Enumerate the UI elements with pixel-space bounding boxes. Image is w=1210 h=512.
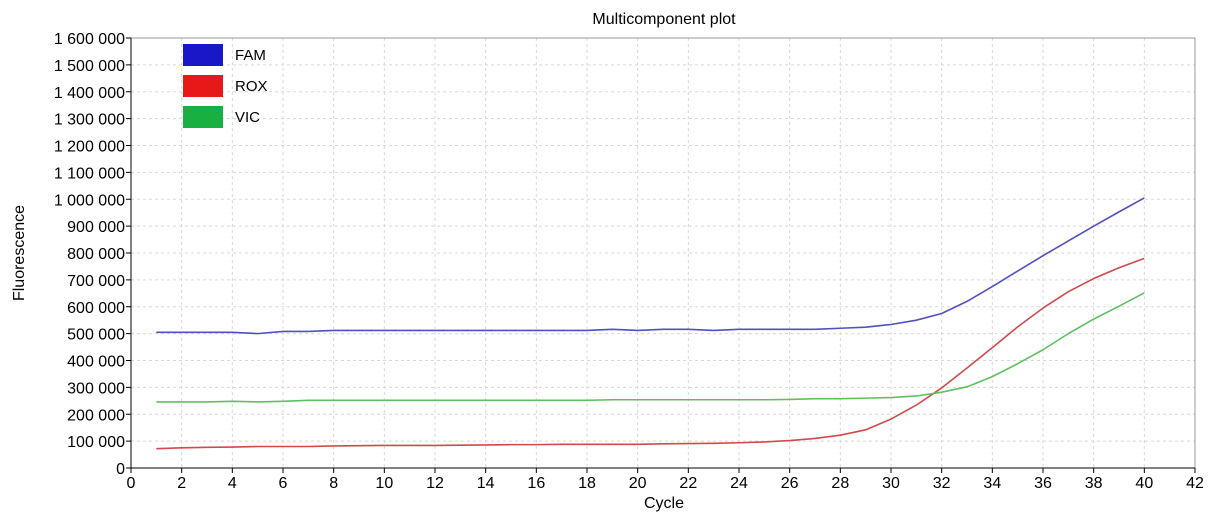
x-tick-label: 40 [1135,475,1153,492]
y-tick-label: 800 000 [67,246,125,263]
legend-swatch-fam [183,44,223,66]
x-tick-label: 24 [730,475,748,492]
plot-area-frame [130,37,1196,469]
y-tick-label: 0 [116,461,125,478]
y-axis: 0 100 000 200 000 300 000 400 000 500 000 600 … [54,31,132,478]
x-tick-label: 30 [882,475,900,492]
x-tick-label: 14 [477,475,495,492]
x-tick-label: 28 [831,475,849,492]
x-tick-label: 4 [228,475,237,492]
series-line-vic [156,292,1145,403]
x-tick-label: 6 [279,475,288,492]
y-tick-label: 300 000 [67,380,125,397]
x-axis-label: Cycle [644,495,684,512]
chart-title: Multicomponent plot [592,11,736,28]
x-tick-label: 18 [578,475,596,492]
x-tick-label: 2 [177,475,186,492]
x-tick-label: 22 [679,475,697,492]
series-line-fam [156,197,1145,335]
x-tick-label: 36 [1034,475,1052,492]
x-tick-label: 32 [933,475,951,492]
grid [131,38,1195,468]
y-tick-label: 1 400 000 [54,85,125,102]
x-tick-label: 10 [375,475,393,492]
legend-swatch-vic [183,106,223,128]
legend-label-vic: VIC [235,109,260,126]
legend-label-fam: FAM [235,47,266,64]
y-tick-label: 400 000 [67,354,125,371]
y-tick-label: 900 000 [67,219,125,236]
y-tick-label: 1 200 000 [54,139,125,156]
x-tick-label: 20 [629,475,647,492]
x-tick-label: 16 [527,475,545,492]
y-tick-label: 1 300 000 [54,112,125,129]
x-tick-label: 34 [983,475,1001,492]
y-tick-label: 1 600 000 [54,31,125,48]
x-tick-label: 38 [1085,475,1103,492]
x-tick-label: 12 [426,475,444,492]
y-tick-label: 100 000 [67,434,125,451]
y-tick-label: 1 000 000 [54,192,125,209]
y-tick-label: 1 500 000 [54,58,125,75]
legend-swatch-rox [183,75,223,97]
x-axis: 0 2 4 6 8 10 12 14 16 18 20 22 24 26 28 30 32 34 36 38 40 42 [127,467,1204,492]
x-tick-label: 8 [329,475,338,492]
y-tick-label: 700 000 [67,273,125,290]
x-tick-label: 42 [1186,475,1204,492]
y-tick-label: 500 000 [67,327,125,344]
series-lines [156,197,1145,450]
legend: FAM ROX VIC [183,44,268,128]
y-tick-label: 1 100 000 [54,165,125,182]
legend-label-rox: ROX [235,78,268,95]
x-tick-label: 26 [781,475,799,492]
y-axis-label: Fluorescence [11,205,28,301]
y-tick-label: 600 000 [67,300,125,317]
x-tick-label: 0 [127,475,136,492]
y-tick-label: 200 000 [67,407,125,424]
series-line-rox [156,257,1145,450]
